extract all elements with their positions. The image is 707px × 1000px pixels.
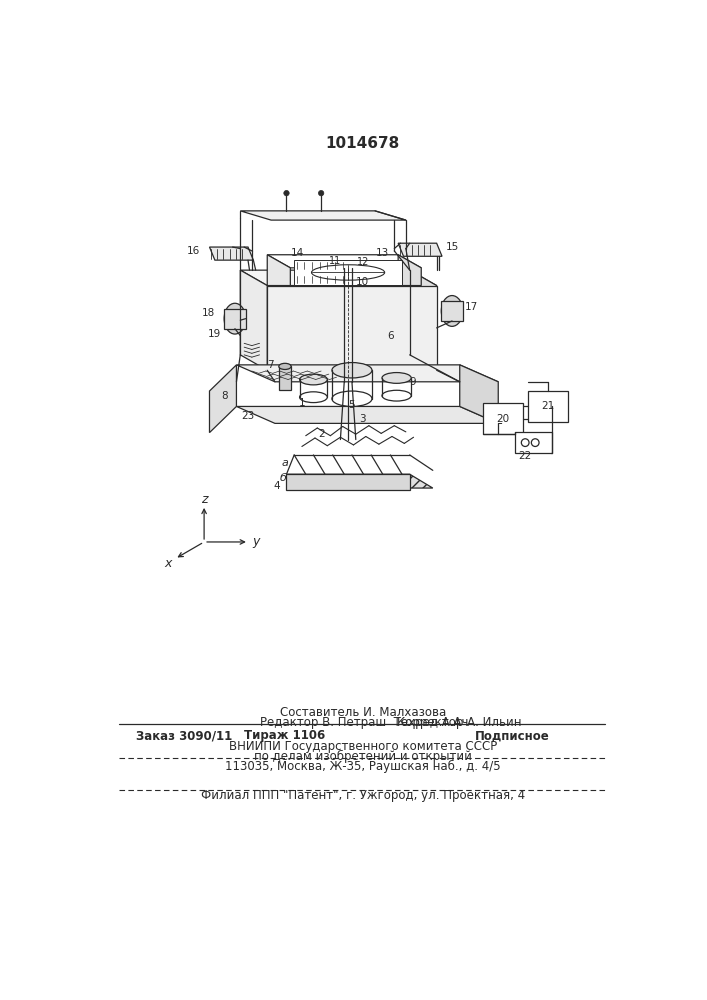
Bar [279, 366, 291, 389]
Bar [224, 309, 246, 329]
Polygon shape [267, 255, 421, 268]
Text: 15: 15 [446, 242, 459, 252]
Text: 4: 4 [274, 481, 281, 491]
Ellipse shape [382, 390, 411, 401]
Circle shape [521, 439, 529, 446]
Polygon shape [236, 406, 498, 423]
Text: а: а [282, 458, 288, 468]
Bar [527, 391, 568, 422]
Polygon shape [286, 474, 409, 490]
Bar [441, 301, 463, 321]
Polygon shape [240, 270, 267, 370]
Text: 14: 14 [291, 248, 303, 258]
Text: 17: 17 [465, 302, 479, 312]
Text: 22: 22 [518, 451, 532, 461]
Text: 20: 20 [496, 414, 510, 424]
Text: Тираж 1106: Тираж 1106 [244, 730, 325, 742]
Polygon shape [240, 211, 406, 220]
Polygon shape [209, 365, 236, 433]
Circle shape [318, 190, 324, 196]
Polygon shape [209, 247, 253, 260]
Text: Корректор А. Ильин: Корректор А. Ильин [397, 716, 521, 729]
Ellipse shape [441, 296, 463, 326]
Ellipse shape [382, 373, 411, 383]
Text: Подписное: Подписное [475, 730, 550, 742]
Text: Составитель И. Малхазова: Составитель И. Малхазова [279, 706, 446, 719]
Polygon shape [460, 365, 498, 423]
Polygon shape [286, 474, 433, 488]
Text: z: z [201, 493, 207, 506]
Text: 23: 23 [241, 411, 255, 421]
Bar [294, 260, 402, 285]
Text: 21: 21 [541, 401, 554, 411]
Text: 1: 1 [298, 398, 305, 408]
Text: по делам изобретений и открытий: по делам изобретений и открытий [254, 749, 472, 763]
Text: 19: 19 [208, 329, 221, 339]
Text: 8: 8 [221, 391, 228, 401]
Bar [483, 403, 523, 434]
Polygon shape [240, 270, 437, 286]
Ellipse shape [300, 374, 327, 385]
Text: 7: 7 [267, 360, 274, 370]
Ellipse shape [224, 303, 246, 334]
Text: 10: 10 [356, 277, 369, 287]
Text: 2: 2 [318, 429, 325, 439]
Polygon shape [409, 270, 437, 370]
Text: 12: 12 [357, 257, 370, 267]
Ellipse shape [300, 392, 327, 403]
Ellipse shape [312, 265, 385, 280]
Text: Филиал ППП "Патент", г. Ужгород, ул. Проектная, 4: Филиал ППП "Патент", г. Ужгород, ул. Про… [201, 789, 525, 802]
Text: 18: 18 [201, 308, 215, 318]
Text: ВНИИПИ Государственного комитета СССР: ВНИИПИ Государственного комитета СССР [228, 740, 497, 753]
Text: x: x [164, 557, 172, 570]
Text: 5: 5 [349, 400, 355, 410]
Polygon shape [267, 255, 291, 286]
Bar [515, 432, 552, 453]
Text: 3: 3 [360, 414, 366, 424]
Text: 6: 6 [387, 331, 394, 341]
Ellipse shape [332, 391, 372, 406]
Text: б: б [279, 473, 286, 483]
Polygon shape [236, 365, 498, 382]
Text: Заказ 3090/11: Заказ 3090/11 [136, 730, 233, 742]
Polygon shape [267, 286, 437, 370]
Text: 1014678: 1014678 [326, 136, 400, 151]
Text: 13: 13 [375, 248, 389, 258]
Ellipse shape [279, 363, 291, 369]
Text: 9: 9 [409, 377, 416, 387]
Ellipse shape [332, 363, 372, 378]
Text: 16: 16 [187, 246, 200, 256]
Text: 11: 11 [329, 256, 341, 266]
Text: y: y [252, 535, 259, 548]
Text: 113035, Москва, Ж-35, Раушская наб., д. 4/5: 113035, Москва, Ж-35, Раушская наб., д. … [225, 760, 501, 773]
Text: Редактор В. Петраш  Техред А.Ач: Редактор В. Петраш Техред А.Ач [259, 716, 468, 729]
Circle shape [532, 439, 539, 446]
Circle shape [284, 190, 289, 196]
Polygon shape [398, 243, 442, 256]
Polygon shape [398, 255, 421, 286]
